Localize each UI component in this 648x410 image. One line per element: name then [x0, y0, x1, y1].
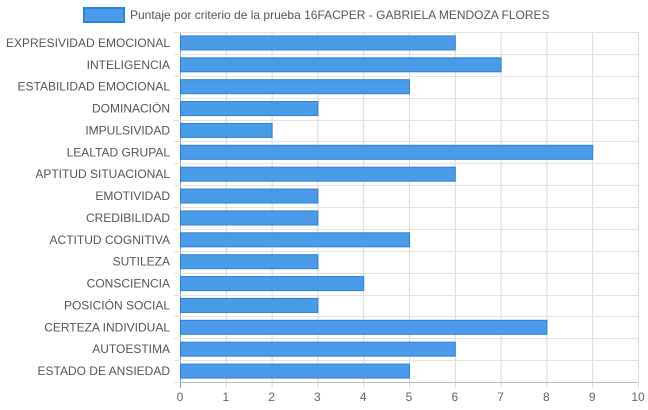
bar[interactable]	[180, 188, 319, 204]
x-tick-labels: 0 1 2 3 4 5 6 7 8 9 10	[177, 390, 645, 404]
category-label: APTITUD SITUACIONAL	[35, 167, 170, 181]
x-tick-label: 4	[360, 390, 367, 404]
bar[interactable]	[180, 210, 319, 226]
category-label: CERTEZA INDIVIDUAL	[44, 320, 170, 334]
legend-label: Puntaje por criterio de la prueba 16FACP…	[130, 8, 550, 22]
bar[interactable]	[180, 297, 319, 313]
category-label: EXPRESIVIDAD EMOCIONAL	[6, 36, 170, 50]
category-label: CONSCIENCIA	[87, 277, 170, 291]
legend-swatch	[83, 7, 125, 23]
bar[interactable]	[180, 254, 319, 270]
bar[interactable]	[180, 101, 319, 117]
category-label: ESTABILIDAD EMOCIONAL	[18, 80, 171, 94]
x-tick-label: 7	[497, 390, 504, 404]
bar[interactable]	[180, 341, 456, 357]
category-label: CREDIBILIDAD	[86, 211, 170, 225]
bar[interactable]	[180, 57, 502, 73]
x-tick-label: 9	[589, 390, 596, 404]
bar[interactable]	[180, 363, 410, 379]
x-tick-label: 8	[543, 390, 550, 404]
x-tick-label: 0	[177, 390, 184, 404]
category-label: SUTILEZA	[113, 255, 170, 269]
bar[interactable]	[180, 79, 410, 95]
x-tick-label: 10	[631, 390, 645, 404]
category-label: EMOTIVIDAD	[95, 189, 170, 203]
bars	[180, 35, 594, 379]
x-tick-label: 5	[406, 390, 413, 404]
bar[interactable]	[180, 276, 365, 292]
category-label: IMPULSIVIDAD	[85, 123, 170, 137]
bar[interactable]	[180, 166, 456, 182]
category-label: AUTOESTIMA	[92, 342, 170, 356]
legend[interactable]: Puntaje por criterio de la prueba 16FACP…	[83, 7, 550, 23]
category-label: POSICIÓN SOCIAL	[64, 297, 170, 312]
category-label: ACTITUD COGNITIVA	[50, 233, 170, 247]
bar[interactable]	[180, 319, 548, 335]
category-label: LEALTAD GRUPAL	[67, 145, 171, 159]
x-tick-label: 1	[222, 390, 229, 404]
bar[interactable]	[180, 35, 456, 51]
category-label: DOMINACIÓN	[92, 101, 170, 116]
x-tick-label: 3	[314, 390, 321, 404]
bar[interactable]	[180, 232, 410, 248]
bar[interactable]	[180, 144, 594, 160]
category-label: ESTADO DE ANSIEDAD	[38, 364, 171, 378]
x-tick-label: 6	[451, 390, 458, 404]
x-tick-label: 2	[268, 390, 275, 404]
category-label: INTELIGENCIA	[87, 58, 170, 72]
category-labels: EXPRESIVIDAD EMOCIONAL INTELIGENCIA ESTABI…	[6, 36, 170, 378]
bar[interactable]	[180, 122, 273, 138]
